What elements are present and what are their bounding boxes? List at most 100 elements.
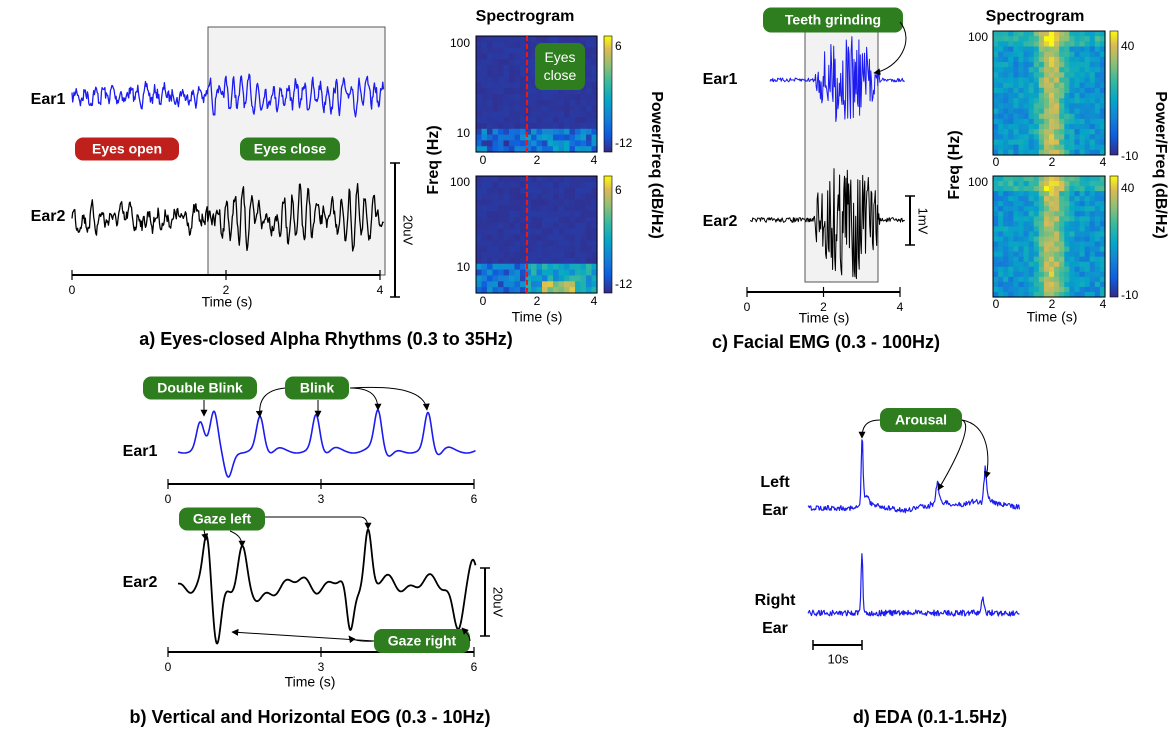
- spectrogram-cell: [476, 70, 483, 78]
- spectrogram-cell: [1084, 286, 1091, 293]
- spectrogram-cell: [1033, 118, 1040, 125]
- spectrogram-cell: [1064, 286, 1070, 293]
- spectrogram-cell: [492, 76, 499, 83]
- spectrogram-cell: [492, 111, 499, 118]
- spectrogram-cell: [492, 228, 499, 236]
- spectrogram-cell: [542, 146, 549, 153]
- spectrogram-cell: [1013, 266, 1020, 273]
- spectrogram-cell: [525, 216, 532, 224]
- spectrogram-cell: [514, 281, 521, 288]
- spectrogram-cell: [1069, 87, 1076, 94]
- spectrogram-cell: [586, 193, 593, 200]
- spectrogram-cell: [1079, 62, 1086, 68]
- spectrogram-cell: [586, 287, 593, 294]
- spectrogram-cell: [520, 240, 527, 247]
- spectrogram-cell: [1023, 201, 1030, 207]
- spectrogram-cell: [1089, 72, 1096, 79]
- spectrogram-cell: [1099, 118, 1106, 125]
- spectrogram-cell: [1069, 72, 1076, 79]
- spectrogram-cell: [1038, 221, 1045, 228]
- spectrogram-cell: [575, 134, 582, 141]
- spectrogram-cell: [1054, 67, 1060, 73]
- spectrogram-cell: [1084, 118, 1091, 125]
- spectrogram-cell: [1069, 261, 1076, 268]
- spectrogram-cell: [591, 117, 598, 124]
- spectrogram-cell: [1099, 226, 1106, 233]
- spectrogram-cell: [1089, 266, 1096, 273]
- spectrogram-cell: [498, 187, 505, 195]
- spectrogram-cell: [520, 123, 527, 130]
- spectrogram-cell: [1099, 216, 1106, 222]
- spectrogram-cell: [492, 128, 499, 136]
- spectrogram-cell: [1043, 87, 1050, 94]
- spectrogram-cell: [1099, 139, 1106, 146]
- spectrogram-cell: [1043, 181, 1050, 187]
- spectrogram-cell: [1064, 201, 1070, 207]
- spectrogram-cell: [1003, 196, 1009, 202]
- spectrogram-cell: [1028, 231, 1035, 238]
- spectrogram-cell: [1054, 251, 1060, 258]
- spectrogram-cell: [1038, 206, 1045, 212]
- spectrogram-cell: [580, 228, 587, 236]
- spectrogram-cell: [1023, 271, 1030, 278]
- spectrogram-cell: [476, 246, 483, 253]
- spectrogram-cell: [1023, 291, 1030, 298]
- spectrogram-cell: [531, 123, 538, 130]
- spectrogram-cell: [553, 275, 560, 282]
- spectrogram-cell: [591, 199, 598, 206]
- spectrogram-cell: [1023, 46, 1030, 53]
- spectrogram-cell: [514, 287, 521, 294]
- spectrogram-cell: [1099, 113, 1106, 120]
- spectrogram-cell: [1094, 261, 1101, 268]
- spectrogram-cell: [1074, 251, 1081, 258]
- spectrogram-cell: [1028, 221, 1035, 228]
- caption: b) Vertical and Horizontal EOG (0.3 - 10…: [129, 707, 490, 727]
- spectrogram-cell: [1054, 124, 1060, 130]
- spectrogram-cell: [1023, 108, 1030, 115]
- spectrogram-cell: [514, 222, 521, 230]
- arrow: [255, 387, 286, 418]
- spectrogram-cell: [1089, 82, 1096, 89]
- spectrogram-cell: [536, 128, 543, 136]
- spectrogram-cell: [1094, 291, 1101, 298]
- spectrogram-cell: [564, 234, 571, 241]
- spectrogram-cell: [1099, 206, 1106, 212]
- spectrogram-cell: [492, 99, 499, 107]
- spectrogram-cell: [993, 286, 999, 293]
- spectrogram-cell: [1079, 211, 1086, 217]
- spectrogram-cell: [525, 88, 532, 95]
- spectrogram-cell: [575, 246, 582, 253]
- spectrogram-cell: [503, 281, 510, 288]
- spectrogram-cell: [1094, 216, 1101, 222]
- spectrogram-cell: [1013, 271, 1020, 278]
- spectrogram-cell: [1099, 281, 1106, 288]
- spectrogram-cell: [1074, 124, 1081, 130]
- spectrogram-cell: [509, 36, 516, 43]
- spectrogram-cell: [993, 261, 999, 268]
- spectrogram-cell: [1059, 41, 1065, 48]
- spectrogram-cell: [998, 256, 1004, 263]
- spectrogram-cell: [492, 140, 499, 147]
- spectrogram-cell: [476, 257, 483, 265]
- spectrogram-cell: [564, 240, 571, 247]
- spectrogram-cell: [1089, 201, 1096, 207]
- spectrogram-cell: [487, 105, 494, 112]
- spectrogram-cell: [564, 205, 571, 212]
- spectrogram-cell: [476, 41, 483, 49]
- spectrogram-cell: [503, 205, 510, 212]
- spectrogram-cell: [580, 146, 587, 153]
- spectrogram-cell: [1084, 46, 1091, 53]
- spectrogram-cell: [1069, 286, 1076, 293]
- spectrogram-cell: [1003, 36, 1009, 42]
- spectrogram-cell: [476, 234, 483, 241]
- spectrogram-cell: [1033, 206, 1040, 212]
- spectrogram-cell: [536, 269, 543, 277]
- spectrogram-cell: [575, 252, 582, 259]
- spectrogram-cell: [1084, 291, 1091, 298]
- spectrogram-cell: [509, 193, 516, 200]
- spectrogram-cell: [1003, 118, 1009, 125]
- spectrogram-cell: [1003, 226, 1009, 233]
- spectrogram-cell: [1054, 196, 1060, 202]
- spectrogram-cell: [1069, 93, 1076, 99]
- spectrogram-cell: [1074, 56, 1081, 63]
